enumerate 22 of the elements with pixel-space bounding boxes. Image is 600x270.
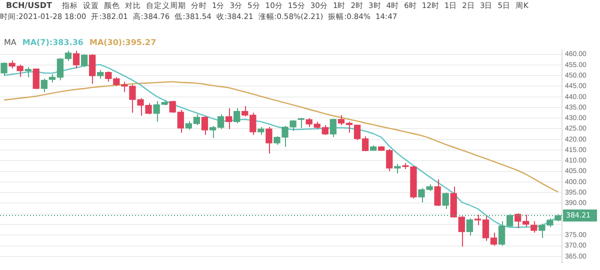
candlestick [394, 163, 401, 174]
candlestick [266, 126, 272, 154]
chart-title: BCH/USDT [6, 0, 52, 11]
candlestick [32, 68, 40, 90]
candlestick [24, 66, 32, 78]
legend-title: MA [4, 38, 16, 47]
candlestick [298, 118, 304, 129]
candlestick [225, 108, 232, 130]
candlestick [442, 192, 449, 210]
candlestick [89, 54, 96, 84]
candlestick [466, 218, 473, 236]
candlestick [234, 108, 240, 124]
candlestick [0, 62, 8, 76]
candlestick [72, 50, 80, 70]
candlestick [434, 178, 441, 206]
candlestick [40, 78, 48, 93]
candlestick [80, 54, 88, 68]
text: MA(7):383.36 [22, 38, 84, 47]
text: MA(30):395.27 [89, 38, 156, 47]
candlestick [530, 220, 538, 234]
candlestick [201, 116, 208, 136]
candlestick [330, 118, 337, 138]
